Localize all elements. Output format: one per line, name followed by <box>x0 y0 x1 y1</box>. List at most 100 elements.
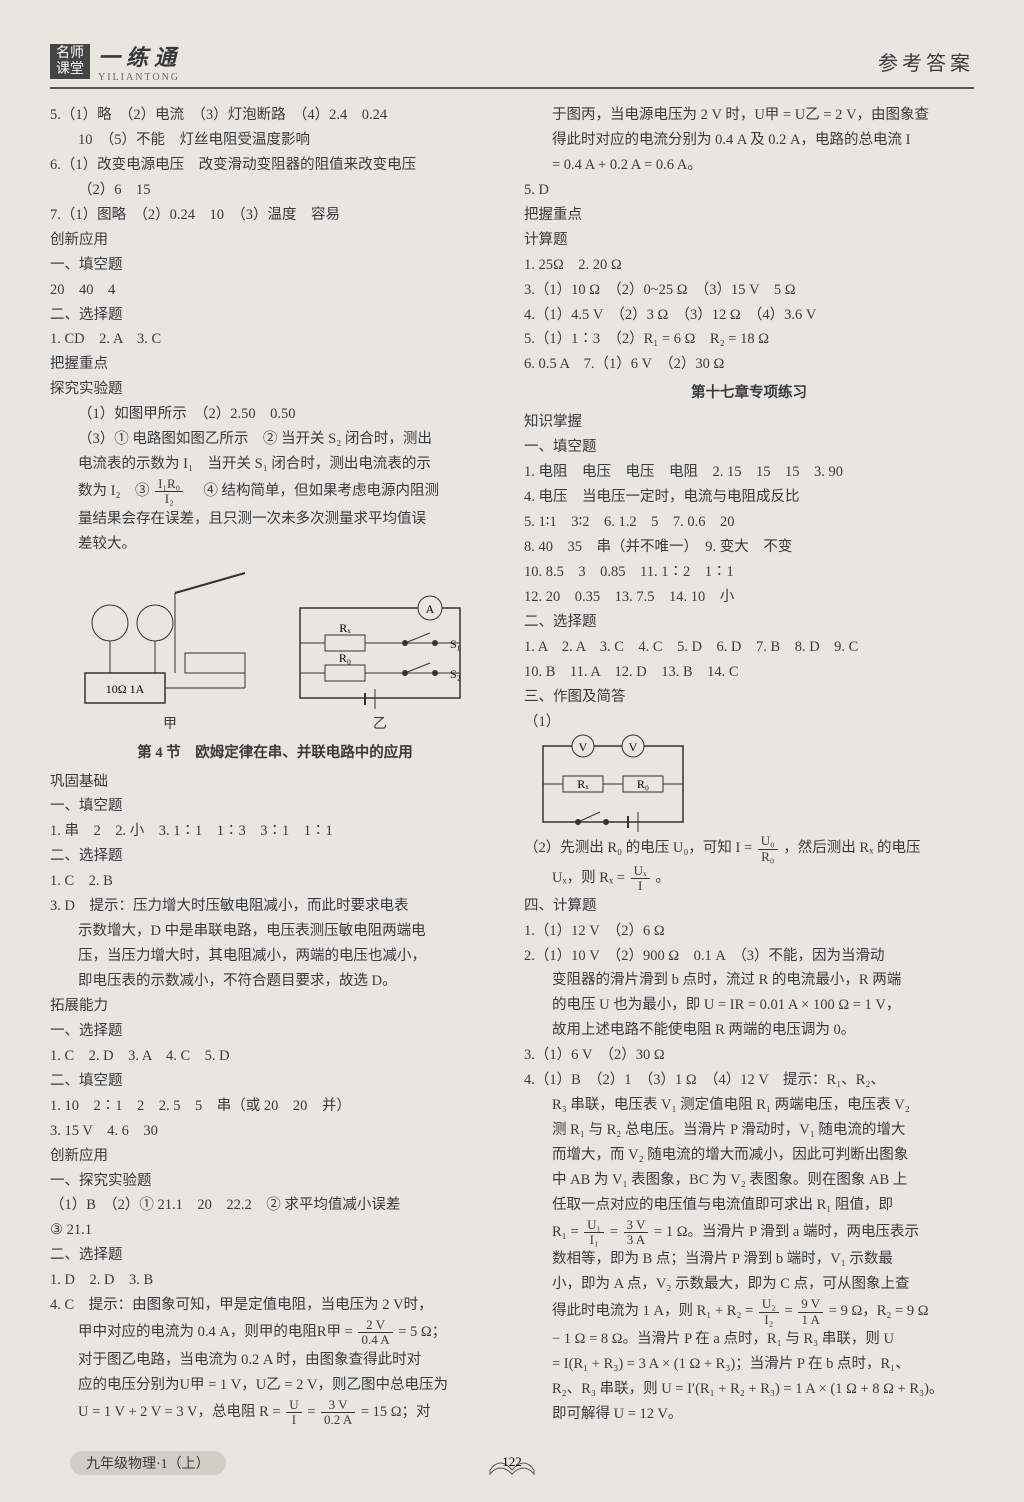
svg-text:10Ω 1A: 10Ω 1A <box>106 682 145 696</box>
line: 5. 1∶1 3∶2 6. 1.2 5 7. 0.6 20 <box>524 510 974 535</box>
line: 6.（1）改变电源电压 改变滑动变阻器的阻值来改变电压 <box>50 153 500 178</box>
line: 5.（1）1∶3 （2）R₁ = 6 Ω R₂ = 18 Ω <box>524 327 974 352</box>
line: 对于图乙电路，当电流为 0.2 A 时，由图象查得此时对 <box>50 1348 500 1373</box>
fraction: Uₓ I <box>631 864 650 894</box>
line: 二、选择题 <box>50 844 500 869</box>
fraction: U₀ R₀ <box>758 834 778 864</box>
line: 二、选择题 <box>50 1243 500 1268</box>
line: （2）先测出 R₀ 的电压 U₀，可知 I = U₀ R₀ ，然后测出 Rₓ 的… <box>524 834 974 864</box>
line: 甲中对应的电流为 0.4 A，则甲的电阻R甲 = 2 V 0.4 A = 5 Ω… <box>50 1318 500 1348</box>
line: 把握重点 <box>50 352 500 377</box>
fraction: 2 V 0.4 A <box>358 1318 392 1348</box>
text: 数为 I₂ ③ <box>78 483 150 499</box>
text: = 15 Ω；对 <box>361 1404 431 1420</box>
frac-num: I₁R₀ <box>155 477 183 492</box>
line: 而增大，而 V₂ 随电流的增大而减小，因此可判断出图象 <box>524 1143 974 1168</box>
line: 5. D <box>524 178 974 203</box>
line: （3）① 电路图如图乙所示 ② 当开关 S₂ 闭合时，测出 <box>50 427 500 452</box>
line: 一、探究实验题 <box>50 1169 500 1194</box>
line: 一、选择题 <box>50 1019 500 1044</box>
line: 1.（1）12 V （2）6 Ω <box>524 919 974 944</box>
line: 计算题 <box>524 228 974 253</box>
line: 8. 40 35 串（并不唯一） 9. 变大 不变 <box>524 535 974 560</box>
line: 小，即为 A 点，V₂ 示数最大，即为 C 点，可从图象上查 <box>524 1272 974 1297</box>
svg-text:R₀: R₀ <box>637 777 649 791</box>
fraction: U I <box>286 1398 301 1428</box>
text: = 9 Ω，R₂ = 9 Ω <box>829 1303 929 1319</box>
line: ③ 21.1 <box>50 1218 500 1243</box>
line: 二、选择题 <box>524 610 974 635</box>
frac-den: 0.4 A <box>358 1333 392 1347</box>
fraction: 9 V 1 A <box>798 1297 823 1327</box>
line: 1. 串 2 2. 小 3. 1∶1 1∶3 3∶1 1∶1 <box>50 819 500 844</box>
circuit-diagram-甲-icon: 10Ω 1A <box>75 563 265 713</box>
line: 3.（1）10 Ω （2）0~25 Ω （3）15 V 5 Ω <box>524 278 974 303</box>
brand: 一练通 YILIANTONG <box>98 40 182 83</box>
text: = <box>610 1224 618 1240</box>
line: 10. 8.5 3 0.85 11. 1∶2 1∶1 <box>524 560 974 585</box>
line: 2.（1）10 V （2）900 Ω 0.1 A （3）不能，因为当滑动 <box>524 944 974 969</box>
frac-num: U₁ <box>584 1218 604 1233</box>
line: 电流表的示数为 I₁ 当开关 S₁ 闭合时，测出电流表的示 <box>50 452 500 477</box>
frac-den: I₂ <box>155 492 183 506</box>
logo-line2: 课堂 <box>54 62 86 77</box>
text: ④ 结构简单，但如果考虑电源内阻测 <box>189 483 439 499</box>
page-number-block: 122 <box>487 1448 537 1478</box>
frac-num: U₂ <box>759 1297 779 1312</box>
content-body: 5.（1）略 （2）电流 （3）灯泡断路 （4）2.4 0.24 10 （5）不… <box>50 103 974 1427</box>
line: 1. 10 2∶1 2 2. 5 5 串（或 20 20 并） <box>50 1094 500 1119</box>
right-column: 于图丙，当电源电压为 2 V 时，U甲 = U乙 = 2 V，由图象查 得此时对… <box>524 103 974 1427</box>
frac-den: 1 A <box>798 1313 823 1327</box>
line: 即可解得 U = 12 V。 <box>524 1402 974 1427</box>
line: 得此时电流为 1 A，则 R₁ + R₂ = U₂ I₂ = 9 V 1 A =… <box>524 1297 974 1327</box>
line: 创新应用 <box>50 1144 500 1169</box>
frac-num: 2 V <box>358 1318 392 1333</box>
line: 一、填空题 <box>50 253 500 278</box>
line: R₃ 串联，电压表 V₁ 测定值电阻 R₁ 两端电压，电压表 V₂ <box>524 1093 974 1118</box>
line: 1. C 2. B <box>50 869 500 894</box>
line: 1. D 2. D 3. B <box>50 1268 500 1293</box>
line: = I(R₁ + R₃) = 3 A × (1 Ω + R₃)；当滑片 P 在 … <box>524 1352 974 1377</box>
chapter-title: 第十七章专项练习 <box>524 381 974 406</box>
line: 6. 0.5 A 7.（1）6 V （2）30 Ω <box>524 352 974 377</box>
line: 四、计算题 <box>524 894 974 919</box>
line: Uₓ，则 Rₓ = Uₓ I 。 <box>524 864 974 894</box>
text: U = 1 V + 2 V = 3 V，总电阻 R = <box>78 1404 281 1420</box>
text: = 1 Ω。当滑片 P 滑到 a 端时，两电压表示 <box>654 1224 919 1240</box>
text: = 5 Ω； <box>398 1324 446 1340</box>
line: （2）6 15 <box>50 178 500 203</box>
text: ，然后测出 Rₓ 的电压 <box>783 841 920 857</box>
line: 知识掌握 <box>524 410 974 435</box>
line: 5.（1）略 （2）电流 （3）灯泡断路 （4）2.4 0.24 <box>50 103 500 128</box>
line: 10. B 11. A 12. D 13. B 14. C <box>524 660 974 685</box>
line: 1. 电阻 电压 电压 电阻 2. 15 15 15 3. 90 <box>524 460 974 485</box>
line: 任取一点对应的电压值与电流值即可求出 R₁ 阻值，即 <box>524 1193 974 1218</box>
line: 数为 I₂ ③ I₁R₀ I₂ ④ 结构简单，但如果考虑电源内阻测 <box>50 477 500 507</box>
line: 7.（1）图略 （2）0.24 10 （3）温度 容易 <box>50 203 500 228</box>
figure-left: 10Ω 1A 甲 <box>75 563 265 737</box>
line: 20 40 4 <box>50 278 500 303</box>
line: 量结果会存在误差，且只测一次未多次测量求平均值误 <box>50 507 500 532</box>
page-header: 名师 课堂 一练通 YILIANTONG 参考答案 <box>50 40 974 89</box>
text: = <box>784 1303 792 1319</box>
fraction: 3 V 0.2 A <box>321 1398 355 1428</box>
figure-right: A Rₓ S₁ R₀ S₂ <box>285 593 475 737</box>
line: 4.（1）B （2）1 （3）1 Ω （4）12 V 提示：R₁、R₂、 <box>524 1068 974 1093</box>
line: 于图丙，当电源电压为 2 V 时，U甲 = U乙 = 2 V，由图象查 <box>524 103 974 128</box>
line: − 1 Ω = 8 Ω。当滑片 P 在 a 点时，R₁ 与 R₃ 串联，则 U <box>524 1327 974 1352</box>
frac-den: 3 A <box>624 1233 649 1247</box>
line: 测 R₁ 与 R₂ 总电压。当滑片 P 滑动时，V₁ 随电流的增大 <box>524 1118 974 1143</box>
circuit-diagram-icon: V V Rₓ R₀ <box>528 734 698 834</box>
line: 得此时对应的电流分别为 0.4 A 及 0.2 A，电路的总电流 I <box>524 128 974 153</box>
left-column: 5.（1）略 （2）电流 （3）灯泡断路 （4）2.4 0.24 10 （5）不… <box>50 103 500 1427</box>
book-label: 九年级物理·1（上） <box>70 1451 226 1475</box>
svg-text:Rₓ: Rₓ <box>577 777 589 791</box>
text: （1） <box>524 714 560 730</box>
line: 拓展能力 <box>50 994 500 1019</box>
fig-caption: 乙 <box>285 713 475 737</box>
line: 一、填空题 <box>524 435 974 460</box>
frac-num: 3 V <box>321 1398 355 1413</box>
fraction: U₁ I₁ <box>584 1218 604 1248</box>
header-left: 名师 课堂 一练通 YILIANTONG <box>50 40 182 83</box>
line: （1）B （2）① 21.1 20 22.2 ② 求平均值减小误差 <box>50 1193 500 1218</box>
